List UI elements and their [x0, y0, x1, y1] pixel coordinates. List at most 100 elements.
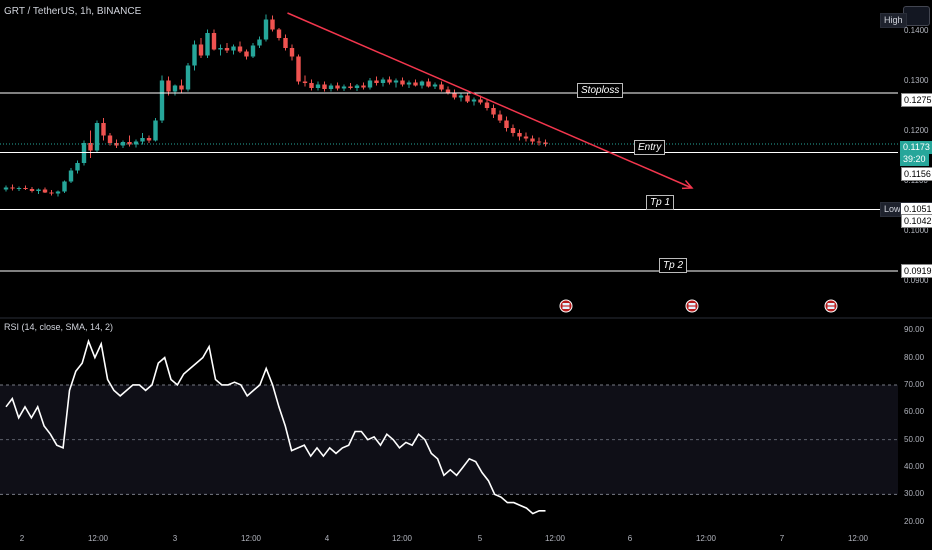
- rsi-band: [0, 384, 898, 495]
- downtrend-arrow[interactable]: [287, 12, 694, 190]
- candle: [55, 190, 61, 197]
- candle: [302, 75, 308, 87]
- candle: [504, 116, 509, 132]
- candle: [250, 43, 256, 58]
- candle: [140, 133, 145, 145]
- time-axis-label: 6: [627, 534, 633, 543]
- stoploss-label[interactable]: Stoploss: [577, 83, 624, 98]
- candle: [237, 41, 243, 53]
- tp1-label[interactable]: Tp 1: [646, 195, 675, 210]
- candle: [426, 78, 431, 88]
- candle: [172, 84, 178, 96]
- candle: [491, 104, 496, 118]
- entry-label[interactable]: Entry: [634, 140, 666, 155]
- price-pane[interactable]: [0, 12, 898, 313]
- symbol-title[interactable]: GRT / TetherUS, 1h, BINANCE: [4, 6, 142, 17]
- rsi-title[interactable]: RSI (14, close, SMA, 14, 2): [4, 322, 114, 332]
- candle: [211, 29, 217, 51]
- candle: [452, 89, 457, 100]
- candle: [283, 34, 288, 51]
- candle: [432, 82, 438, 89]
- candle: [406, 80, 412, 88]
- rsi-axis-label: 50.00: [904, 434, 925, 444]
- candle: [62, 180, 67, 193]
- high-badge: High: [880, 13, 907, 28]
- economic-event-icon[interactable]: [824, 299, 838, 313]
- rsi-pane[interactable]: [0, 338, 898, 515]
- rsi-axis-label: 70.00: [904, 379, 925, 389]
- candle: [179, 79, 184, 93]
- candle: [276, 28, 282, 41]
- time-axis-label: 12:00: [847, 534, 869, 543]
- candle: [419, 80, 425, 89]
- time-axis-label: 12:00: [240, 534, 262, 543]
- candle: [10, 184, 15, 191]
- time-axis-label: 4: [324, 534, 330, 543]
- candle: [68, 168, 74, 183]
- candle: [3, 185, 9, 192]
- candle: [387, 76, 392, 85]
- candle: [101, 118, 106, 141]
- candle: [497, 110, 503, 123]
- time-axis-label: 7: [779, 534, 785, 543]
- candlestick-series: [3, 14, 548, 197]
- candle: [465, 92, 470, 103]
- candle: [393, 78, 399, 88]
- candle: [218, 44, 223, 56]
- candle: [146, 135, 152, 143]
- price-axis-label: 0.1200: [904, 125, 929, 135]
- candle: [374, 76, 379, 86]
- candle: [244, 49, 249, 60]
- candle: [166, 76, 171, 96]
- entry-price-tag: 0.1156: [901, 167, 932, 181]
- candle: [322, 81, 327, 92]
- candle: [29, 187, 35, 193]
- candle: [536, 137, 542, 146]
- candle: [114, 139, 119, 148]
- candle: [367, 78, 373, 90]
- candle: [42, 187, 48, 193]
- candle: [198, 38, 204, 58]
- candle: [484, 99, 490, 111]
- settings-button[interactable]: [903, 6, 930, 26]
- candle: [413, 79, 418, 87]
- current-price-tag: 0.1173: [900, 141, 932, 154]
- time-axis-label: 12:00: [391, 534, 413, 543]
- tp2-price-tag: 0.0919: [901, 264, 932, 278]
- price-axis-label: 0.1400: [904, 25, 929, 35]
- time-axis-label: 12:00: [544, 534, 566, 543]
- rsi-axis-label: 90.00: [904, 325, 925, 335]
- price-axis-label: 0.0900: [904, 275, 929, 285]
- candle: [458, 93, 464, 102]
- candle: [49, 190, 54, 196]
- tp2-label[interactable]: Tp 2: [659, 258, 688, 273]
- economic-event-icon[interactable]: [559, 299, 573, 313]
- candle: [127, 135, 132, 147]
- candle: [439, 81, 444, 92]
- candle: [107, 133, 113, 146]
- economic-event-icon[interactable]: [685, 299, 699, 313]
- candle: [185, 63, 191, 92]
- candle: [543, 139, 548, 147]
- candle: [361, 82, 366, 90]
- candle: [257, 36, 262, 48]
- candle: [270, 15, 275, 32]
- candle: [289, 44, 295, 61]
- price-axis-label: 0.1000: [904, 225, 929, 235]
- candle: [341, 84, 347, 91]
- candle: [23, 185, 28, 190]
- rsi-axis-label: 30.00: [904, 489, 925, 499]
- candle: [354, 84, 360, 91]
- candle: [309, 79, 314, 91]
- price-axis-label: 0.1300: [904, 75, 929, 85]
- candle: [36, 188, 41, 194]
- candle: [192, 40, 197, 71]
- candle: [517, 129, 522, 141]
- time-axis-label: 3: [172, 534, 178, 543]
- candle: [159, 75, 165, 123]
- candle: [205, 29, 210, 58]
- candle: [224, 43, 230, 53]
- candle: [16, 186, 22, 191]
- candle: [523, 132, 529, 142]
